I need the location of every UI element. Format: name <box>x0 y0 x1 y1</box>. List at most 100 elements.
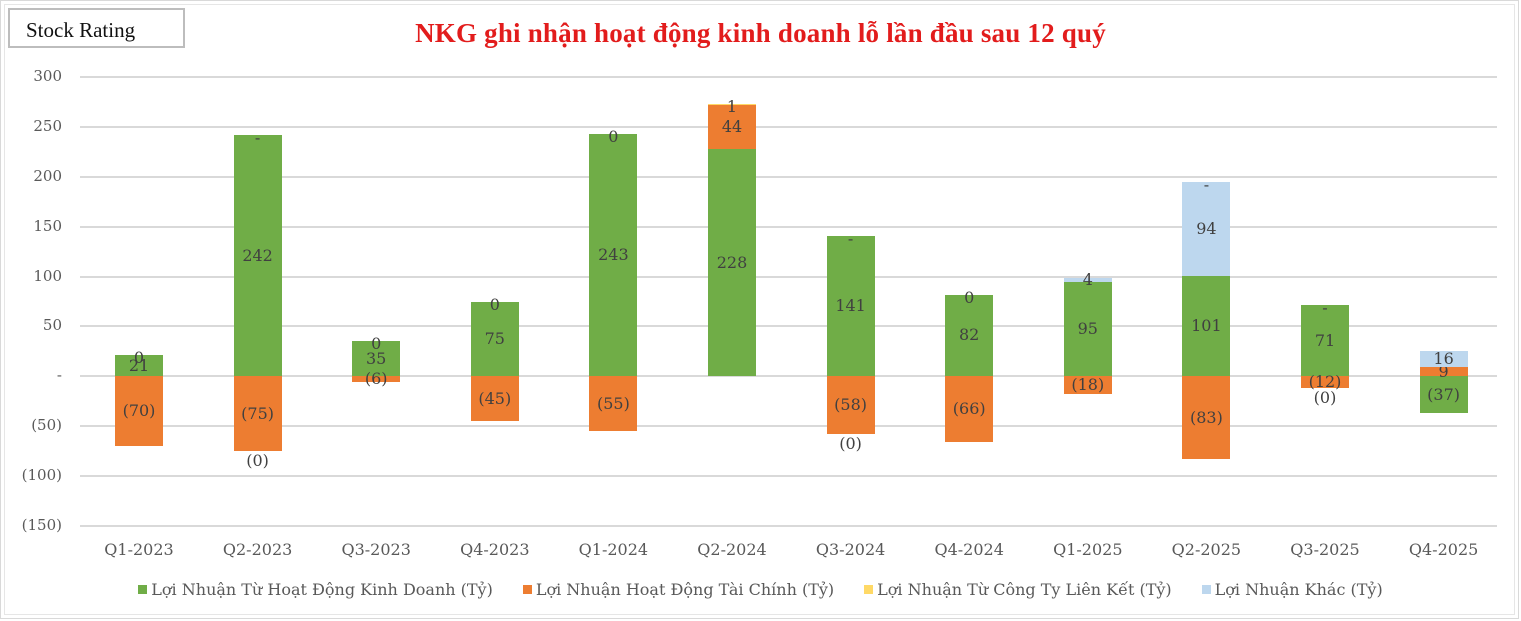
gridline <box>80 76 1497 78</box>
gridline <box>80 125 1497 128</box>
y-tick-label: 250 <box>33 116 62 135</box>
data-label: (18) <box>1071 375 1105 395</box>
legend-label: Lợi Nhuận Từ Hoạt Động Kinh Doanh (Tỷ) <box>151 580 493 599</box>
bar-segment[interactable] <box>1301 305 1349 377</box>
legend-swatch-icon <box>1201 585 1211 594</box>
data-label: - <box>847 228 854 248</box>
x-tick-label: Q1-2023 <box>104 540 174 559</box>
x-tick-label: Q2-2024 <box>697 540 767 559</box>
y-tick-label: 200 <box>33 166 62 185</box>
data-label: - <box>1322 298 1328 318</box>
data-label: (75) <box>241 403 275 423</box>
data-label: 35 <box>366 348 387 368</box>
x-tick-label: Q1-2024 <box>578 540 649 559</box>
legend-item[interactable]: Lợi Nhuận Khác (Tỷ) <box>1201 580 1383 599</box>
data-label: 1 <box>726 96 738 116</box>
x-tick-label: Q1-2025 <box>1053 540 1123 559</box>
legend-swatch-icon <box>138 585 148 594</box>
bar-segment[interactable] <box>589 376 638 432</box>
x-tick-label: Q2-2023 <box>222 540 293 559</box>
data-label: 0 <box>489 294 500 314</box>
bar-segment[interactable] <box>1063 277 1112 282</box>
bar-segment[interactable] <box>945 294 994 377</box>
bar-segment[interactable] <box>1182 376 1231 460</box>
data-label: 82 <box>959 325 980 345</box>
y-tick-label: (50) <box>31 416 62 435</box>
bar-segment[interactable] <box>115 355 163 377</box>
legend-label: Lợi Nhuận Khác (Tỷ) <box>1214 580 1383 599</box>
bar-segment[interactable] <box>826 376 875 435</box>
data-label: 44 <box>721 116 743 136</box>
bar-segment[interactable] <box>1301 376 1349 389</box>
y-tick-label: 50 <box>42 316 62 335</box>
bar-segment[interactable] <box>470 301 519 377</box>
bar-segment[interactable] <box>1419 351 1468 368</box>
x-tick-label: Q4-2024 <box>934 540 1004 559</box>
bar-segment[interactable] <box>945 376 994 443</box>
legend-label: Lợi Nhuận Từ Công Ty Liên Kết (Tỷ) <box>877 580 1172 599</box>
bar-segment[interactable] <box>233 376 282 452</box>
data-label: (66) <box>952 399 986 419</box>
bar-segment[interactable] <box>352 376 401 383</box>
data-label: 0 <box>608 126 619 146</box>
bar-segment[interactable] <box>708 103 756 105</box>
data-label: 141 <box>835 295 866 315</box>
x-tick-label: Q3-2023 <box>341 540 411 559</box>
gridline <box>80 525 1497 527</box>
data-label: (83) <box>1189 407 1223 427</box>
gridline <box>80 375 1497 378</box>
legend-swatch-icon <box>522 585 532 594</box>
bar-segment[interactable] <box>352 341 401 377</box>
bar-segment[interactable] <box>1063 376 1112 395</box>
data-label: 9 <box>1438 361 1449 381</box>
data-label: (0) <box>1313 388 1337 408</box>
x-tick-label: Q2-2025 <box>1171 540 1242 559</box>
gridline <box>80 225 1497 228</box>
bar-segment[interactable] <box>1182 181 1231 276</box>
data-label: (6) <box>364 369 388 389</box>
gridline <box>80 275 1497 278</box>
bar-segment[interactable] <box>826 235 875 377</box>
data-label: 21 <box>128 355 150 375</box>
data-label: 101 <box>1191 315 1222 335</box>
chart-legend: Lợi Nhuận Từ Hoạt Động Kinh Doanh (Tỷ) Lợ… <box>0 580 1521 599</box>
bar-segment[interactable] <box>708 148 756 377</box>
legend-item[interactable]: Lợi Nhuận Từ Hoạt Động Kinh Doanh (Tỷ) <box>138 580 493 599</box>
data-label: (0) <box>839 434 862 454</box>
data-label: (58) <box>834 395 868 415</box>
data-label: 242 <box>242 245 273 265</box>
data-label: (37) <box>1427 384 1461 404</box>
data-label: 16 <box>1433 349 1454 369</box>
gridline <box>80 475 1497 478</box>
x-tick-label: Q3-2024 <box>815 540 886 559</box>
bar-segment[interactable] <box>1182 275 1231 377</box>
bar-segment[interactable] <box>1063 281 1112 377</box>
y-tick-label: 300 <box>33 67 62 85</box>
bar-segment[interactable] <box>1419 376 1468 414</box>
stock-rating-badge: Stock Rating <box>8 8 185 48</box>
data-label: 0 <box>133 348 145 368</box>
gridline <box>80 175 1497 178</box>
bar-segment[interactable] <box>233 134 282 377</box>
bar-segment[interactable] <box>470 376 519 422</box>
y-tick-label: (100) <box>21 466 62 485</box>
bar-segment[interactable] <box>115 376 163 447</box>
legend-item[interactable]: Lợi Nhuận Từ Công Ty Liên Kết (Tỷ) <box>864 580 1172 599</box>
data-label: 95 <box>1077 318 1098 338</box>
chart-title: NKG ghi nhận hoạt động kinh doanh lỗ lần… <box>415 18 1106 48</box>
data-label: 4 <box>1082 269 1093 289</box>
x-tick-label: Q4-2023 <box>460 540 530 559</box>
data-label: (0) <box>246 451 269 471</box>
y-tick-label: (150) <box>21 516 62 534</box>
legend-item[interactable]: Lợi Nhuận Hoạt Động Tài Chính (Tỷ) <box>522 580 834 599</box>
y-tick-label: - <box>56 366 62 385</box>
data-label: 0 <box>964 287 975 307</box>
bar-segment[interactable] <box>1419 367 1468 377</box>
gridline <box>80 325 1497 328</box>
gridline <box>80 425 1497 428</box>
bar-segment[interactable] <box>589 133 638 377</box>
bar-segment[interactable] <box>708 104 756 149</box>
data-label: 75 <box>484 328 505 348</box>
data-label: 243 <box>598 245 629 265</box>
